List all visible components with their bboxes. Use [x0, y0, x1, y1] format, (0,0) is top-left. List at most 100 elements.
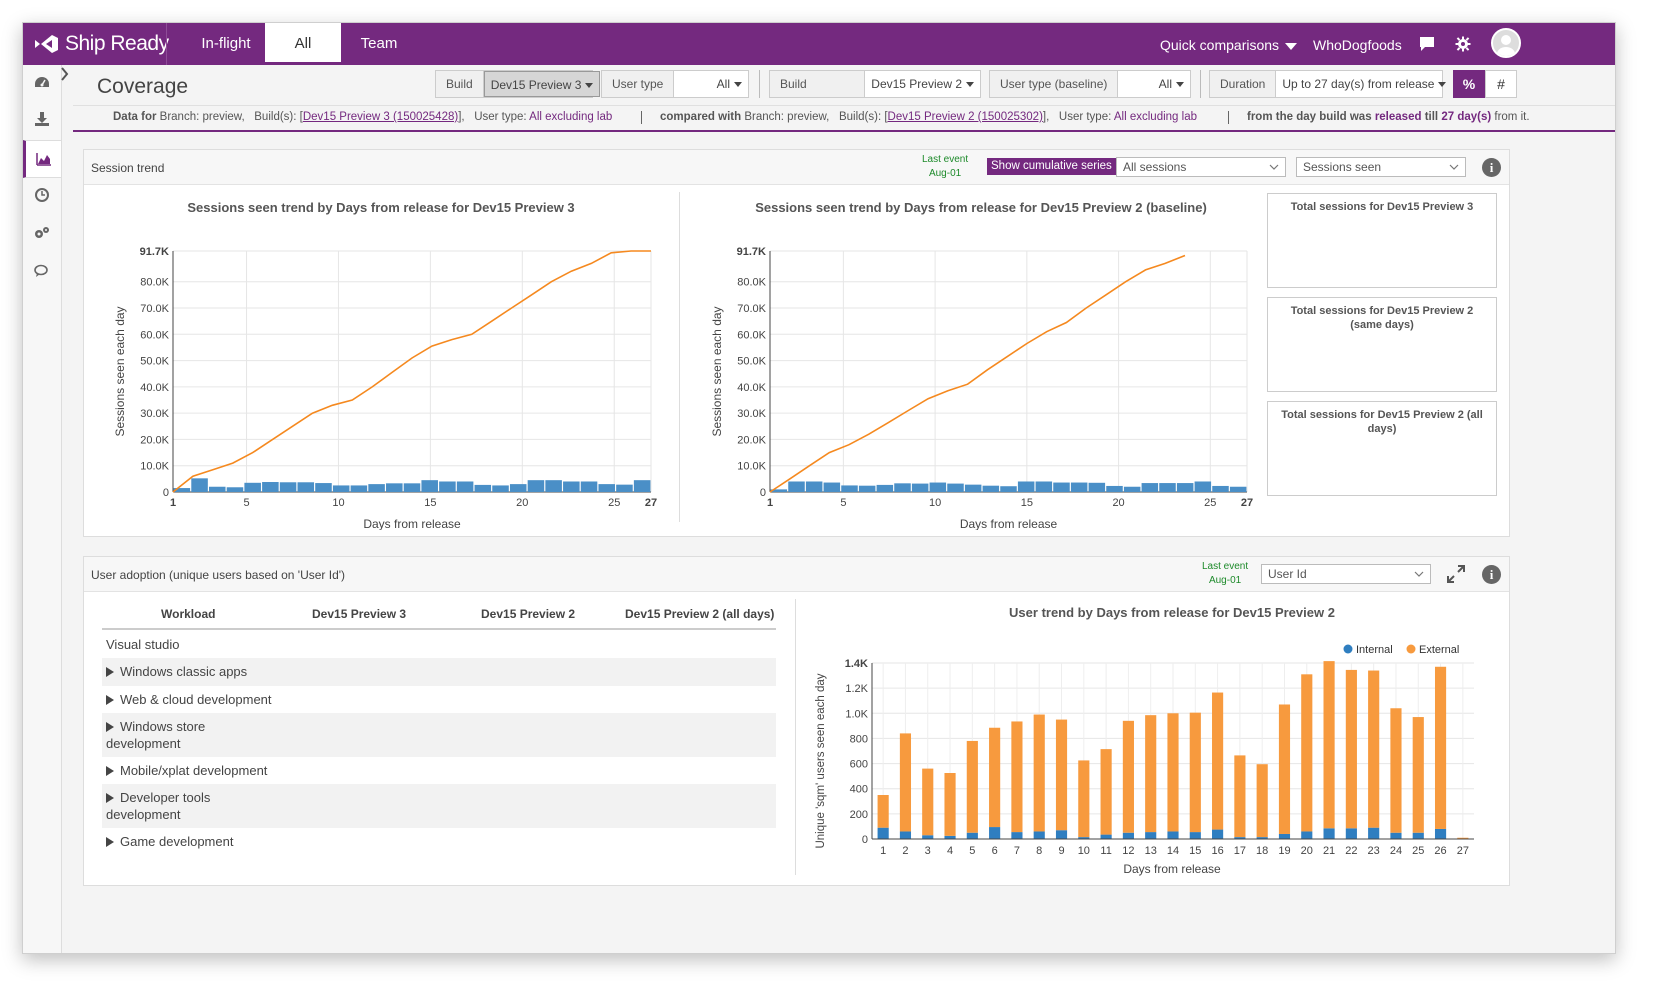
y-tick-label: 10.0K [737, 461, 766, 473]
org-name[interactable]: WhoDogfoods [1313, 37, 1402, 53]
y-tick-label: 70.0K [737, 303, 766, 315]
y-tick-label: 70.0K [140, 303, 169, 315]
ship-ready-logo[interactable]: Ship Ready [33, 29, 173, 59]
bar [876, 484, 894, 492]
build-baseline-select[interactable]: Dev15 Preview 2 [865, 71, 980, 97]
dashboard-icon[interactable] [23, 65, 61, 101]
expand-triangle-icon[interactable] [106, 836, 114, 847]
settings-gear-icon[interactable] [1455, 23, 1471, 65]
bar [823, 482, 841, 492]
panel-title: Session trend [91, 161, 165, 175]
user-id-dropdown[interactable]: User Id [1261, 564, 1431, 584]
y-tick-label: 60.0K [737, 329, 766, 341]
user-type-baseline-select[interactable]: All [1118, 71, 1190, 97]
user-avatar[interactable] [1491, 28, 1521, 58]
bar [403, 483, 421, 492]
expand-icon[interactable] [1446, 564, 1466, 584]
info-icon[interactable]: i [1482, 565, 1501, 584]
table-row[interactable]: Mobile/xplat development [102, 757, 776, 784]
chevron-right-icon [61, 67, 69, 81]
chevron-down-icon [966, 82, 974, 88]
bar [1159, 483, 1176, 492]
expand-triangle-icon[interactable] [106, 765, 114, 776]
download-icon[interactable] [23, 101, 61, 137]
metric-dropdown[interactable]: Sessions seen [1296, 157, 1466, 177]
area-chart-icon[interactable] [23, 140, 61, 178]
clock-icon[interactable] [23, 177, 61, 213]
bar-external [1256, 764, 1268, 838]
sessions-dropdown[interactable]: All sessions [1116, 157, 1286, 177]
x-tick-label: 27 [645, 497, 657, 509]
user-adoption-panel: User adoption (unique users based on 'Us… [83, 556, 1510, 886]
bar [929, 482, 947, 492]
bar-internal [1434, 828, 1447, 839]
filter-divider [759, 70, 760, 98]
from-it-text: from it. [1494, 111, 1530, 123]
build-link[interactable]: Dev15 Preview 2 (150025302) [887, 111, 1043, 123]
column-header-preview2-all-days[interactable]: Dev15 Preview 2 (all days) [625, 607, 775, 621]
build-filter[interactable]: Build Dev15 Preview 3 [435, 70, 601, 98]
bar [616, 484, 633, 492]
bar-external [1100, 749, 1112, 835]
build-baseline-filter[interactable]: Build (baseline) Dev15 Preview 2 [769, 70, 981, 117]
duration-select[interactable]: Up to 27 day(s) from release [1276, 71, 1452, 97]
table-row[interactable]: Web & cloud development [102, 686, 776, 713]
comments-icon[interactable] [23, 253, 61, 289]
user-adoption-header: User adoption (unique users based on 'Us… [84, 557, 1509, 592]
x-tick-label: 18 [1256, 845, 1268, 857]
legend-label: Internal [1356, 644, 1393, 656]
workload-label: Windows classic apps [120, 664, 248, 679]
gears-icon[interactable] [23, 215, 61, 251]
bar [474, 484, 492, 492]
duration-filter[interactable]: Duration Up to 27 day(s) from release [1209, 70, 1447, 98]
expand-triangle-icon[interactable] [106, 694, 114, 705]
info-icon[interactable]: i [1482, 158, 1501, 177]
bar [964, 484, 982, 492]
tab-all[interactable]: All [265, 23, 341, 65]
tab-in-flight[interactable]: In-flight [201, 35, 251, 52]
bar-internal [1189, 832, 1201, 839]
x-tick-label: 1 [767, 497, 773, 509]
column-header-preview2[interactable]: Dev15 Preview 2 [481, 607, 576, 621]
tab-team[interactable]: Team [360, 35, 398, 52]
column-header-preview3[interactable]: Dev15 Preview 3 [312, 607, 407, 621]
cumulative-series-line [172, 250, 651, 493]
y-tick-label: 30.0K [140, 408, 169, 420]
bar-internal [966, 832, 978, 839]
workload-label: Developer tools development [106, 790, 211, 822]
show-cumulative-series-button[interactable]: Show cumulative series [987, 158, 1116, 175]
expand-triangle-icon[interactable] [106, 666, 114, 677]
table-row[interactable]: Developer tools development [102, 784, 776, 828]
workload-label: Mobile/xplat development [120, 763, 268, 778]
quick-comparisons-menu[interactable]: Quick comparisons [1160, 23, 1298, 65]
bar-internal [1167, 831, 1179, 839]
chevron-down-icon [585, 83, 594, 89]
build-link[interactable]: Dev15 Preview 3 (150025428) [302, 111, 459, 123]
expand-triangle-icon[interactable] [106, 792, 114, 803]
bar-external [989, 727, 1001, 828]
sidebar-collapse-toggle[interactable] [61, 67, 73, 87]
column-header-workload[interactable]: Workload [161, 607, 216, 621]
table-row[interactable]: Game development [102, 828, 776, 856]
duration-filter-label: Duration [1210, 71, 1277, 97]
bar-external [1234, 755, 1246, 838]
bar-external [944, 773, 956, 836]
count-toggle-button[interactable]: # [1485, 70, 1517, 98]
user-type-select[interactable]: All [674, 71, 748, 97]
table-row[interactable]: Windows classic apps [102, 658, 776, 686]
percent-toggle-button[interactable]: % [1453, 70, 1485, 98]
user-type-filter[interactable]: User type All [601, 70, 749, 98]
build-select[interactable]: Dev15 Preview 3 [483, 71, 601, 97]
x-axis-label: Days from release [1123, 862, 1221, 876]
user-type-baseline-filter[interactable]: User type (baseline) All [989, 70, 1191, 98]
total-sessions-card: Total sessions for Dev15 Preview 3 [1267, 193, 1497, 288]
filter-divider [1200, 70, 1201, 98]
user-type-select-value: All [716, 77, 730, 91]
feedback-icon[interactable] [1419, 23, 1435, 65]
bar [279, 482, 297, 492]
bar [1053, 482, 1070, 492]
y-axis-label: Sessions seen each day [710, 306, 724, 436]
duration-select-value: Up to 27 day(s) from release [1282, 77, 1435, 91]
expand-triangle-icon[interactable] [106, 721, 114, 732]
table-row[interactable]: Windows store development [102, 713, 776, 757]
